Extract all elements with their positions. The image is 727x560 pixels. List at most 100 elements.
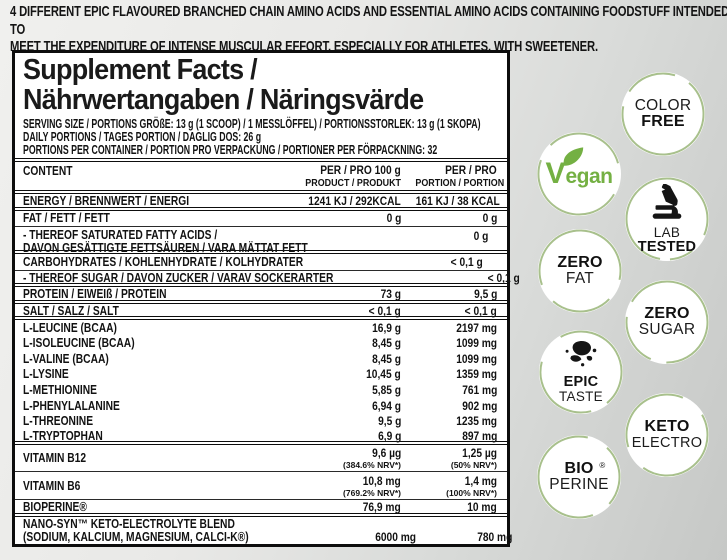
row-value-per100: 73 g [380,287,401,302]
table-row-sugar: - THEREOF SUGAR / DAVON ZUCKER / VARAV S… [15,270,616,287]
row-label: PROTEIN / EIWEIß / PROTEIN [23,287,167,301]
table-row-leucine: L-LEUCINE (BCAA) 16,9 g 2197 mg [15,320,507,336]
vegan-text-v: V [545,157,566,190]
row-value-portion: 1359 mg [456,367,497,382]
header-per-portion: PER / PRO PORTION / PORTION [415,163,505,189]
row-value-portion-nrv: (50% NRV*) [450,460,497,471]
badge-line-2: ELECTRO [631,434,703,451]
row-value-portion: 9,5 g [473,287,497,302]
row-label: L-LYSINE [23,367,69,382]
product-description: 4 DIFFERENT EPIC FLAVOURED BRANCHED CHAI… [10,3,727,56]
badge-line-2: FREE [641,112,685,130]
header-per-100g: PER / PRO 100 g PRODUCT / PRODUKT [305,163,401,189]
table-row-valine: L-VALINE (BCAA) 8,45 g 1099 mg [15,351,507,367]
serving-size: SERVING SIZE / PORTIONS GRÖßE: 13 g (1 S… [23,117,481,131]
table-row-keto-electrolyte-blend: NANO-SYN™ KETO-ELECTROLYTE BLEND (SODIUM… [15,517,512,545]
table-row-vitamin-b6: VITAMIN B6 10,8 mg (769.2% NRV*) 1,4 mg … [15,472,507,500]
row-label: VITAMIN B12 [23,450,87,465]
row-label: CARBOHYDRATES / KOHLENHYDRATE / KOLHYDRA… [23,254,304,269]
row-value-per100: 8,45 g [372,351,401,366]
table-row-carbohydrates: CARBOHYDRATES / KOHLENHYDRATE / KOLHYDRA… [15,254,579,271]
row-label: L-THREONINE [23,414,94,429]
row-label: FAT / FETT / FETT [23,211,110,226]
badge-ring [625,393,709,477]
row-value-portion: < 0,1 g [464,303,497,318]
row-value-portion: 10 mg [467,500,497,515]
badge-line-1: COLOR [634,96,692,114]
panel-title-line-2: Nährwertangaben / Näringsvärde [23,83,424,116]
portions-per-container: PORTIONS PER CONTAINER / PORTION PRO VER… [23,143,438,157]
badge-color-free: COLOR FREE [621,72,705,156]
table-row-energy: ENERGY / BRENNWERT / ENERGI 1241 KJ / 29… [15,194,507,211]
row-label: BIOPERINE® [23,500,87,514]
row-value-per100: 10,45 g [366,367,401,382]
badge-zero-fat: ZERO FAT [538,229,622,313]
row-value-portion: 761 mg [461,383,497,398]
table-row-bioperine: BIOPERINE® 76,9 mg 10 mg [15,500,507,517]
row-value-per100-nrv: (384.6% NRV*) [343,460,401,471]
row-value-per100: 10,8 mg (769.2% NRV*) [283,474,401,498]
badge-epic-taste: EPIC TASTE [539,330,623,414]
row-label: L-LEUCINE (BCAA) [23,320,117,335]
badge-lab-tested: LAB TESTED [625,177,709,261]
row-value-per100: 76,9 mg [363,500,401,515]
row-value-portion: 1,4 mg (100% NRV*) [401,474,497,498]
badge-keto-electro: KETO ELECTRO [625,393,709,477]
row-value-portion: 1235 mg [456,414,497,429]
table-row-lysine: L-LYSINE 10,45 g 1359 mg [15,367,507,383]
row-value-portion: 161 KJ / 38 KCAL [415,194,500,209]
row-value-portion: 2197 mg [456,320,497,335]
row-value-portion: 902 mg [461,398,497,413]
row-value-per100: < 0,1 g [487,270,520,285]
microscope-icon [649,182,685,224]
row-value-portion: 1099 mg [456,351,497,366]
panel-title: Supplement Facts / Nährwertangaben / När… [15,53,507,116]
vegan-text-rest: egan [565,165,614,188]
badge-line-1: EPIC [563,374,599,391]
badge-ring [539,330,623,414]
row-value-per100: < 0,1 g [368,303,401,318]
badge-ring [621,72,705,156]
row-label: L-ISOLEUCINE (BCAA) [23,336,135,351]
badge-vegan: Vegan [537,132,621,216]
row-value-portion: 1,25 µg (50% NRV*) [401,446,497,470]
row-value-per100: 5,85 g [372,383,401,398]
row-value-portion: 780 mg [477,529,513,544]
badge-ring [625,177,709,261]
row-value-per100: 8,45 g [372,336,401,351]
leaf-icon [564,147,584,166]
row-value-per100: 6,9 g [377,429,401,444]
row-value-per100: 16,9 g [372,320,401,335]
badge-line-1: BIO ® [564,459,606,477]
table-row-vitamin-b12: VITAMIN B12 9,6 µg (384.6% NRV*) 1,25 µg… [15,445,507,473]
badge-zero-sugar: ZERO SUGAR [625,280,709,364]
row-label: L-PHENYLALANINE [23,398,120,413]
badge-bio-perine: BIO ® PERINE [537,435,621,519]
row-value-per100: 0 g [473,229,489,243]
row-value-portion-nrv: (100% NRV*) [446,487,497,498]
table-row-phenylalanine: L-PHENYLALANINE 6,94 g 902 mg [15,398,507,414]
row-value-per100-nrv: (769.2% NRV*) [343,487,401,498]
row-label: - THEREOF SUGAR / DAVON ZUCKER / VARAV S… [23,270,334,285]
panel-title-line-1: Supplement Facts / [23,54,258,86]
badge-line-1: KETO [644,418,690,436]
row-value-portion: 897 mg [461,429,497,444]
badge-line-2: FAT [565,270,595,288]
row-value-per100: 9,5 g [377,414,401,429]
badge-ring [537,132,621,216]
badge-line-1: ZERO [557,253,603,271]
badge-ring [625,280,709,364]
row-value-per100: < 0,1 g [450,254,483,269]
table-row-protein: PROTEIN / EIWEIß / PROTEIN 73 g 9,5 g [15,287,507,304]
row-label: L-METHIONINE [23,383,98,398]
badge-ring [537,435,621,519]
badge-line-2: TESTED [637,238,697,255]
serving-info: SERVING SIZE / PORTIONS GRÖßE: 13 g (1 S… [15,116,507,162]
table-row-tryptophan: L-TRYPTOPHAN 6,9 g 897 mg [15,429,507,445]
table-row-salt: SALT / SALZ / SALT < 0,1 g < 0,1 g [15,303,507,320]
row-value-per100: 1241 KJ / 292KCAL [308,194,401,209]
badge-ring [538,229,622,313]
badge-line-2: SUGAR [638,321,696,339]
row-value-per100: 0 g [386,211,401,226]
table-row-saturated-fat: - THEREOF SATURATED FATTY ACIDS / DAVON … [15,227,584,255]
